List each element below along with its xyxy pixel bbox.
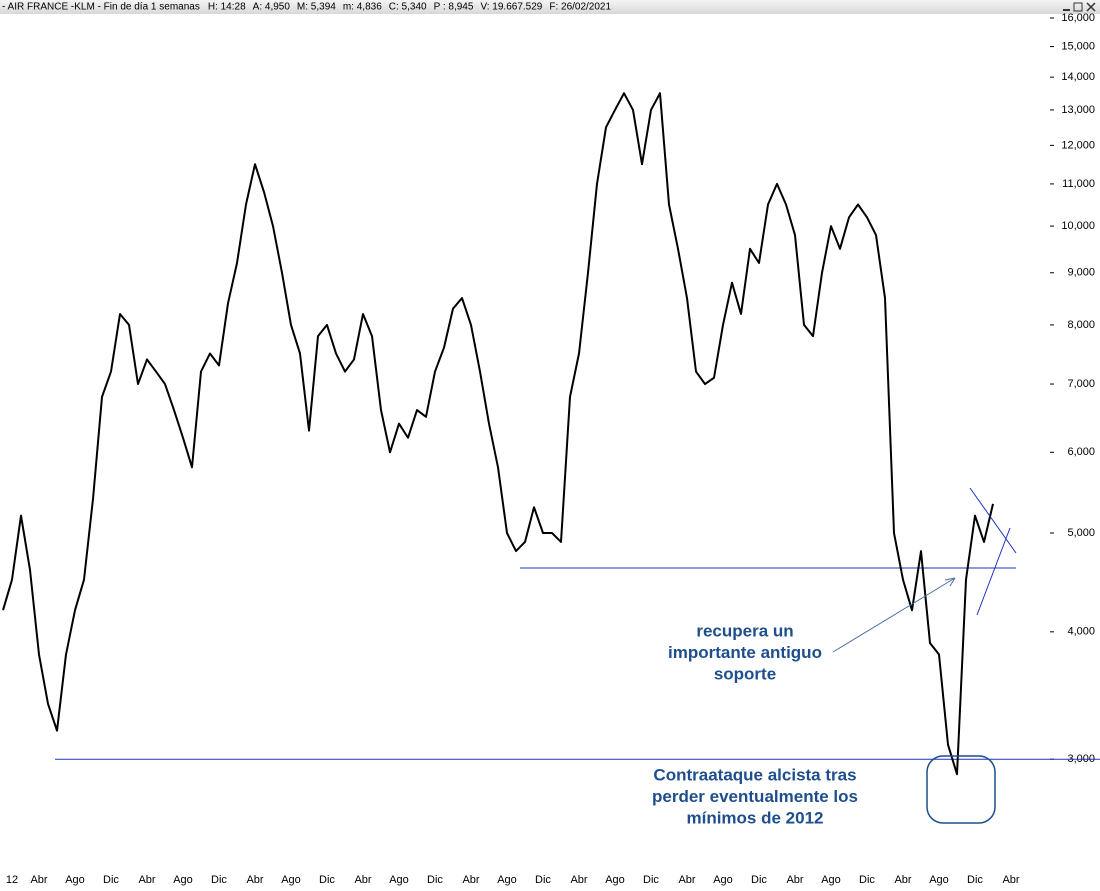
y-tick-label: 10,000 bbox=[1061, 220, 1095, 232]
y-tick-label: 9,000 bbox=[1067, 267, 1095, 279]
x-tick-label: Abr bbox=[570, 874, 587, 886]
annotation-arrow bbox=[832, 577, 956, 653]
x-tick-label: Ago bbox=[605, 874, 625, 886]
annotation-text: recupera un bbox=[696, 621, 793, 640]
annotation-text: Contraataque alcista tras bbox=[653, 765, 856, 784]
header-field: H: 14:28 bbox=[208, 2, 246, 13]
x-tick-label: Abr bbox=[1002, 874, 1019, 886]
x-tick-label: Dic bbox=[319, 874, 335, 886]
y-tick-label: 14,000 bbox=[1061, 71, 1095, 83]
x-tick-label: Ago bbox=[65, 874, 85, 886]
window-buttons[interactable] bbox=[1063, 2, 1096, 12]
highlight-circle bbox=[926, 755, 996, 824]
x-tick-label: Dic bbox=[967, 874, 983, 886]
x-tick-label: Ago bbox=[389, 874, 409, 886]
x-tick-label: Abr bbox=[246, 874, 263, 886]
maximize-button[interactable] bbox=[1073, 2, 1083, 12]
y-tick-label: 11,000 bbox=[1062, 178, 1095, 190]
header-field: M: 5,394 bbox=[297, 2, 336, 13]
minimize-button[interactable] bbox=[1063, 9, 1070, 11]
close-button[interactable] bbox=[1086, 2, 1096, 12]
x-tick-label: Dic bbox=[643, 874, 659, 886]
triangle-line bbox=[969, 487, 1017, 554]
x-tick-label: Ago bbox=[929, 874, 949, 886]
header-field: C: 5,340 bbox=[389, 2, 427, 13]
y-tick-label: 7,000 bbox=[1067, 378, 1095, 390]
x-tick-label: Abr bbox=[786, 874, 803, 886]
x-tick-label: Dic bbox=[427, 874, 443, 886]
header-field: F: 26/02/2021 bbox=[549, 2, 611, 13]
x-tick-label: Dic bbox=[211, 874, 227, 886]
y-tick-label: 13,000 bbox=[1061, 104, 1095, 116]
annotation-text: soporte bbox=[714, 664, 776, 683]
x-tick-label: Abr bbox=[462, 874, 479, 886]
annotation-text: mínimos de 2012 bbox=[686, 808, 823, 827]
header-bar bbox=[0, 0, 1100, 14]
x-tick-label: Dic bbox=[103, 874, 119, 886]
y-tick-label: 6,000 bbox=[1067, 446, 1095, 458]
x-tick-label: Ago bbox=[497, 874, 517, 886]
annotation-text: perder eventualmente los bbox=[652, 787, 858, 806]
x-tick-label: Dic bbox=[535, 874, 551, 886]
x-tick-label: 12 bbox=[6, 874, 18, 886]
x-tick-label: Abr bbox=[30, 874, 47, 886]
y-tick-label: 12,000 bbox=[1061, 139, 1095, 151]
x-tick-label: Ago bbox=[173, 874, 193, 886]
triangle-pattern bbox=[969, 487, 1017, 616]
x-tick-label: Ago bbox=[713, 874, 733, 886]
x-tick-label: Abr bbox=[138, 874, 155, 886]
annotation-text: importante antiguo bbox=[668, 643, 822, 662]
y-tick-label: 4,000 bbox=[1067, 626, 1095, 638]
header-field: V: 19.667.529 bbox=[480, 2, 542, 13]
y-tick-label: 8,000 bbox=[1067, 319, 1095, 331]
y-tick-label: 5,000 bbox=[1067, 527, 1095, 539]
x-tick-label: Dic bbox=[859, 874, 875, 886]
header-field: m: 4,836 bbox=[343, 2, 382, 13]
x-tick-label: Abr bbox=[678, 874, 695, 886]
x-tick-label: Dic bbox=[751, 874, 767, 886]
x-tick-label: Abr bbox=[894, 874, 911, 886]
y-tick-label: 16,000 bbox=[1061, 12, 1095, 24]
plot-area: 3,0004,0005,0006,0007,0008,0009,00010,00… bbox=[2, 12, 1100, 886]
header-field: P : 8,945 bbox=[434, 2, 474, 13]
x-tick-label: Ago bbox=[821, 874, 841, 886]
y-tick-label: 15,000 bbox=[1061, 40, 1095, 52]
x-tick-label: Abr bbox=[354, 874, 371, 886]
chart-title: - AIR FRANCE -KLM - Fin de día 1 semanas bbox=[2, 2, 200, 13]
price-line bbox=[2, 92, 994, 776]
arrow-head bbox=[944, 577, 956, 587]
header-field: A: 4,950 bbox=[253, 2, 291, 13]
x-tick-label: Ago bbox=[281, 874, 301, 886]
triangle-line bbox=[976, 527, 1011, 616]
